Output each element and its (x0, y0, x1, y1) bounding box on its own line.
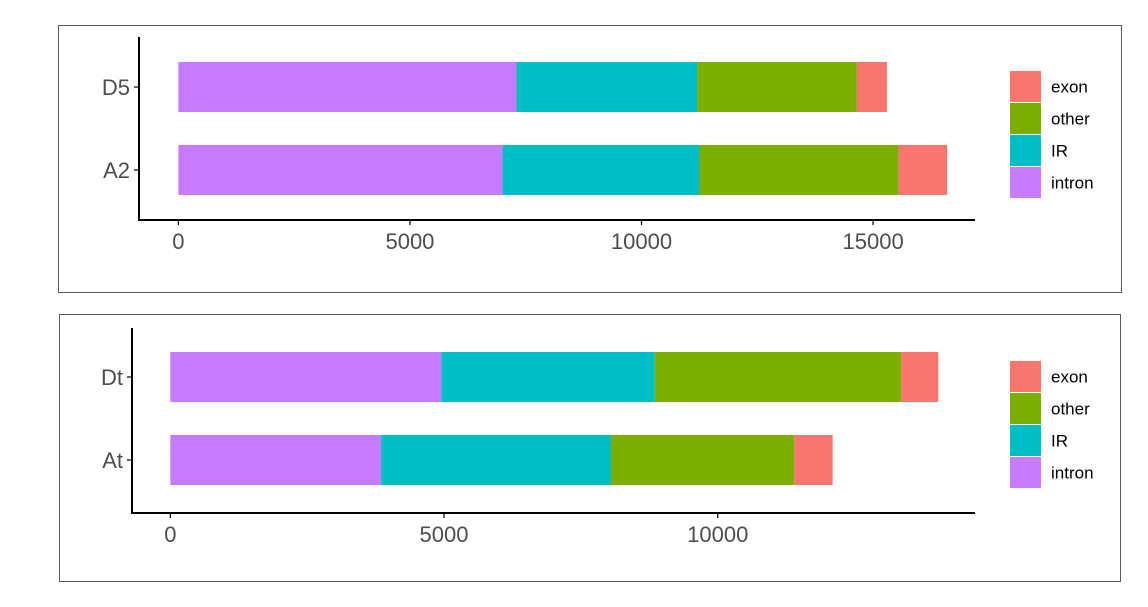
bar-Dt-intron (170, 352, 442, 402)
legend-label-other: other (1051, 400, 1090, 419)
bar-D5-exon (856, 62, 887, 112)
bar-A2-intron (178, 145, 503, 195)
legend-label-intron: intron (1051, 464, 1094, 483)
legend-key-IR (1010, 425, 1041, 456)
legend-label-exon: exon (1051, 78, 1088, 97)
bar-Dt-other (654, 352, 902, 402)
bar-At-other (610, 435, 795, 485)
legend-label-exon: exon (1051, 368, 1088, 387)
chart-bottom: Dt At 0 5000 10000 exon other IR intron (59, 314, 1121, 582)
x-tick-label: 10000 (687, 522, 748, 547)
legend-key-exon (1010, 361, 1041, 392)
legend-key-other (1010, 393, 1041, 424)
x-tick-label: 0 (164, 522, 176, 547)
bar-D5-IR (516, 62, 698, 112)
y-tick-label: D5 (102, 75, 130, 100)
x-tick-label: 15000 (843, 229, 904, 254)
legend-label-other: other (1051, 110, 1090, 129)
legend-label-IR: IR (1051, 142, 1068, 161)
y-tick-label: At (102, 448, 123, 473)
bar-Dt-exon (901, 352, 939, 402)
x-tick-label: 5000 (420, 522, 469, 547)
bar-A2-exon (898, 145, 948, 195)
bar-D5-intron (178, 62, 517, 112)
bar-At-intron (170, 435, 382, 485)
bar-Dt-IR (441, 352, 655, 402)
legend-key-IR (1010, 135, 1041, 166)
x-tick-label: 0 (172, 229, 184, 254)
bar-A2-IR (502, 145, 700, 195)
legend-label-IR: IR (1051, 432, 1068, 451)
legend-key-other (1010, 103, 1041, 134)
legend-key-intron (1010, 457, 1041, 488)
bar-A2-other (699, 145, 899, 195)
chart-panel-top: D5 A2 0 5000 10000 15000 exon other IR intron (58, 25, 1122, 293)
bar-D5-other (697, 62, 857, 112)
legend-label-intron: intron (1051, 174, 1094, 193)
bar-At-IR (381, 435, 611, 485)
x-tick-label: 10000 (611, 229, 672, 254)
legend-key-intron (1010, 167, 1041, 198)
chart-panel-bottom: Dt At 0 5000 10000 exon other IR intron (59, 314, 1121, 582)
bar-At-exon (794, 435, 833, 485)
legend-key-exon (1010, 71, 1041, 102)
y-tick-label: A2 (103, 158, 130, 183)
x-tick-label: 5000 (385, 229, 434, 254)
y-tick-label: Dt (101, 365, 123, 390)
chart-top: D5 A2 0 5000 10000 15000 exon other IR intron (58, 25, 1122, 293)
